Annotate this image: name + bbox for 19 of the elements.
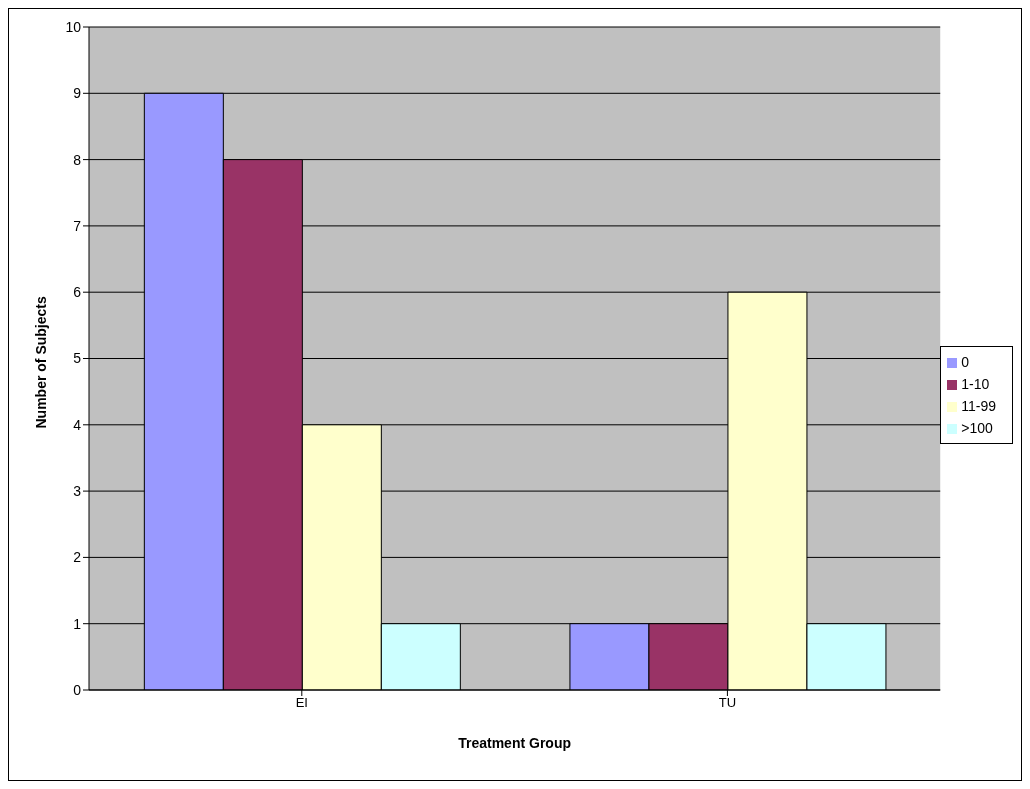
y-tick-label: 3 (73, 483, 82, 500)
x-tick-label: EI (295, 695, 308, 711)
legend-label: 0 (961, 353, 970, 370)
y-tick-label: 5 (73, 350, 82, 367)
y-axis-title: Number of Subjects (32, 296, 49, 429)
legend-label: 1-10 (961, 375, 990, 392)
y-tick-label: 1 (73, 615, 82, 632)
y-tick-label: 2 (73, 549, 82, 566)
y-tick-label: 8 (73, 151, 82, 168)
y-tick-label: 4 (73, 416, 82, 433)
y-tick-label: 6 (73, 284, 82, 301)
y-tick-label: 9 (73, 85, 82, 102)
x-tick-label: TU (718, 695, 737, 711)
y-tick-label: 0 (73, 681, 82, 698)
legend-label: 11-99 (961, 397, 996, 414)
y-tick-label: 7 (73, 217, 82, 234)
x-axis-title: Treatment Group (458, 735, 572, 751)
y-tick-label: 10 (65, 18, 82, 35)
legend-label: >100 (961, 419, 993, 436)
